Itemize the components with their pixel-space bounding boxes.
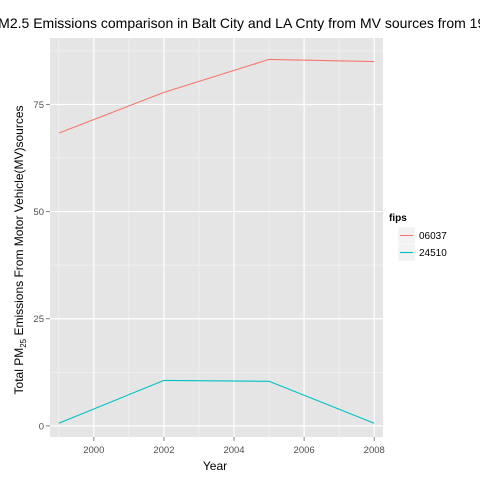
- legend-item-06037: 06037: [397, 226, 447, 245]
- series-line-24510: [58, 379, 375, 424]
- plot-panel: [50, 38, 383, 437]
- y-tick-label: 25: [33, 314, 44, 325]
- x-tick-label: 2006: [294, 445, 315, 456]
- y-axis-title: Total PM25 Emissions From Motor Vehicle(…: [12, 106, 28, 395]
- y-axis-title-subscript: 25: [19, 338, 28, 347]
- x-tick-label: 2008: [364, 445, 385, 456]
- y-axis-title-prefix: Total PM: [12, 348, 26, 395]
- x-tick-label: 2002: [153, 445, 174, 456]
- legend-label: 24510: [419, 248, 447, 259]
- y-tick-label: 75: [33, 100, 44, 111]
- y-axis: 0 25 50 75: [33, 100, 50, 432]
- legend-item-24510: 24510: [397, 243, 447, 262]
- series-lines: [58, 58, 375, 424]
- legend-title: fips: [389, 213, 407, 224]
- y-tick-label: 50: [33, 207, 44, 218]
- chart-title: Total PM2.5 Emissions comparison in Balt…: [0, 15, 480, 31]
- legend: fips 06037 24510: [389, 213, 447, 262]
- x-axis-title: Year: [203, 459, 227, 473]
- major-gridlines: [50, 38, 383, 437]
- series-line-06037: [58, 58, 375, 134]
- legend-items: 06037 24510: [397, 226, 447, 262]
- x-tick-label: 2000: [83, 445, 104, 456]
- x-tick-label: 2004: [223, 445, 244, 456]
- legend-label: 06037: [419, 231, 447, 242]
- y-axis-title-suffix: Emissions From Motor Vehicle(MV)sources: [12, 106, 26, 339]
- x-axis: 2000 2002 2004 2006 2008: [83, 437, 385, 456]
- y-tick-label: 0: [39, 421, 44, 432]
